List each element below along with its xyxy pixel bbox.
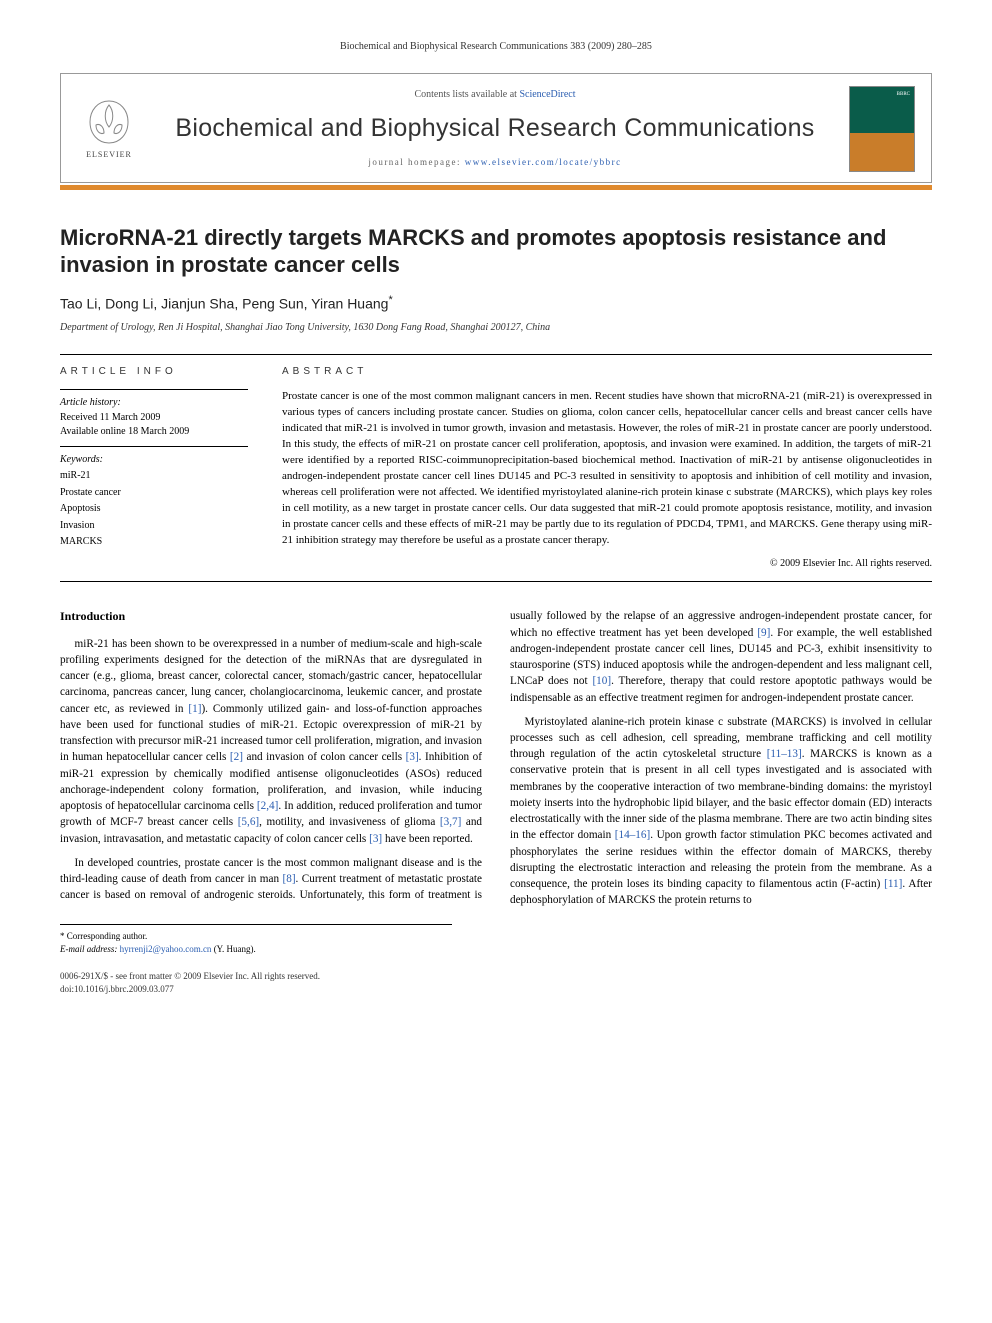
header-center: Contents lists available at ScienceDirec…	[157, 88, 833, 170]
article-info: ARTICLE INFO Article history: Received 1…	[60, 365, 248, 571]
keyword-1: Prostate cancer	[60, 486, 248, 501]
issn-line: 0006-291X/$ - see front matter © 2009 El…	[60, 970, 932, 983]
contents-available: Contents lists available at ScienceDirec…	[157, 88, 833, 103]
keyword-3: Invasion	[60, 519, 248, 534]
abstract: ABSTRACT Prostate cancer is one of the m…	[282, 365, 932, 571]
corr-email[interactable]: hyrrenji2@yahoo.com.cn	[120, 944, 212, 954]
corresponding-mark: *	[388, 294, 392, 306]
homepage-prefix: journal homepage:	[368, 157, 464, 167]
journal-header: ELSEVIER Contents lists available at Sci…	[60, 73, 932, 183]
online-date: Available online 18 March 2009	[60, 425, 248, 440]
sciencedirect-link[interactable]: ScienceDirect	[519, 89, 575, 100]
info-abstract-row: ARTICLE INFO Article history: Received 1…	[60, 365, 932, 571]
cover-label: BBRC	[897, 92, 910, 97]
abstract-text: Prostate cancer is one of the most commo…	[282, 389, 932, 548]
elsevier-logo: ELSEVIER	[77, 93, 141, 165]
intro-p3: Myristoylated alanine-rich protein kinas…	[510, 714, 932, 909]
journal-title: Biochemical and Biophysical Research Com…	[157, 110, 833, 146]
doi-line: doi:10.1016/j.bbrc.2009.03.077	[60, 983, 932, 996]
keyword-4: MARCKS	[60, 535, 248, 550]
email-label: E-mail address:	[60, 944, 117, 954]
contents-prefix: Contents lists available at	[414, 89, 519, 100]
elsevier-text: ELSEVIER	[86, 149, 132, 161]
authors: Tao Li, Dong Li, Jianjun Sha, Peng Sun, …	[60, 293, 932, 314]
body-text: Introduction miR-21 has been shown to be…	[60, 608, 932, 910]
keyword-2: Apoptosis	[60, 502, 248, 517]
corr-email-who: (Y. Huang).	[214, 944, 256, 954]
keyword-0: miR-21	[60, 469, 248, 484]
intro-p1: miR-21 has been shown to be overexpresse…	[60, 636, 482, 847]
authors-list: Tao Li, Dong Li, Jianjun Sha, Peng Sun, …	[60, 295, 388, 311]
history-label: Article history:	[60, 397, 121, 408]
journal-cover-thumbnail: BBRC	[849, 86, 915, 172]
received-date: Received 11 March 2009	[60, 411, 248, 426]
corresponding-author-footnote: * Corresponding author. E-mail address: …	[60, 924, 452, 956]
running-head: Biochemical and Biophysical Research Com…	[60, 40, 932, 55]
affiliation: Department of Urology, Ren Ji Hospital, …	[60, 321, 932, 336]
intro-heading: Introduction	[60, 608, 482, 625]
rule-top	[60, 354, 932, 355]
homepage-url[interactable]: www.elsevier.com/locate/ybbrc	[465, 157, 622, 167]
keywords-label: Keywords:	[60, 454, 103, 465]
abstract-heading: ABSTRACT	[282, 365, 932, 380]
front-matter-meta: 0006-291X/$ - see front matter © 2009 El…	[60, 970, 932, 996]
article-title: MicroRNA-21 directly targets MARCKS and …	[60, 224, 932, 279]
abstract-copyright: © 2009 Elsevier Inc. All rights reserved…	[282, 557, 932, 572]
article-info-heading: ARTICLE INFO	[60, 365, 248, 380]
journal-homepage: journal homepage: www.elsevier.com/locat…	[157, 156, 833, 169]
accent-bar	[60, 185, 932, 190]
rule-bottom	[60, 581, 932, 582]
corr-author-label: * Corresponding author.	[60, 930, 452, 943]
